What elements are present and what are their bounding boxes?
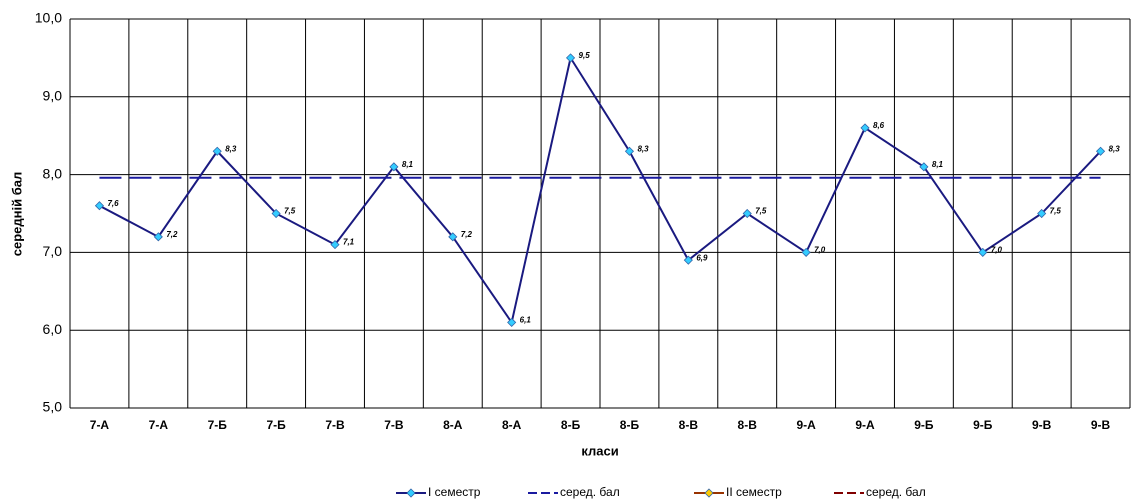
value-label: 8,3 xyxy=(637,144,649,153)
data-point xyxy=(565,53,576,63)
value-label: 9,5 xyxy=(579,51,591,60)
x-tick-label: 9-В xyxy=(1091,418,1111,432)
x-tick-label: 7-В xyxy=(384,418,404,432)
data-point xyxy=(624,146,635,156)
value-label: 7,2 xyxy=(461,230,473,239)
x-tick-label: 9-Б xyxy=(914,418,934,432)
value-label: 8,1 xyxy=(402,160,414,169)
legend-marker xyxy=(704,488,714,498)
x-tick-label: 9-А xyxy=(855,418,875,432)
data-point xyxy=(507,317,517,327)
value-label: 6,9 xyxy=(696,253,708,262)
y-tick-label: 7,0 xyxy=(43,243,63,259)
y-tick-label: 10,0 xyxy=(35,10,62,26)
value-label: 7,6 xyxy=(107,199,119,208)
x-tick-label: 8-В xyxy=(679,418,699,432)
x-tick-label: 8-В xyxy=(738,418,758,432)
x-tick-label: 8-Б xyxy=(620,418,640,432)
y-tick-label: 6,0 xyxy=(43,321,63,337)
y-tick-label: 9,0 xyxy=(43,88,63,104)
x-tick-label: 7-Б xyxy=(208,418,228,432)
value-label: 7,2 xyxy=(166,230,178,239)
y-tick-label: 5,0 xyxy=(43,399,63,415)
value-label: 8,1 xyxy=(932,160,944,169)
value-label: 7,0 xyxy=(991,246,1003,255)
value-label: 6,1 xyxy=(520,316,532,325)
x-tick-label: 7-Б xyxy=(266,418,286,432)
data-point xyxy=(212,146,222,156)
data-point xyxy=(448,232,458,242)
data-point xyxy=(153,232,163,242)
y-tick-label: 8,0 xyxy=(43,165,63,181)
data-point xyxy=(1037,208,1047,219)
data-point xyxy=(978,247,988,257)
data-point xyxy=(389,162,399,172)
legend-label: II семестр xyxy=(726,485,782,499)
x-tick-label: 9-Б xyxy=(973,418,993,432)
data-point xyxy=(683,255,693,265)
x-tick-label: 7-В xyxy=(325,418,345,432)
data-point xyxy=(330,240,340,250)
legend-marker xyxy=(406,488,416,498)
series-line xyxy=(98,55,1102,325)
value-label: 7,5 xyxy=(755,207,767,216)
y-axis-label: середній бал xyxy=(9,172,24,256)
x-tick-label: 8-А xyxy=(443,418,463,432)
x-tick-label: 7-А xyxy=(90,418,110,432)
data-point xyxy=(742,208,752,219)
x-axis-label: класи xyxy=(581,443,618,458)
x-tick-label: 9-А xyxy=(796,418,816,432)
legend-label: серед. бал xyxy=(866,485,926,499)
x-tick-label: 7-А xyxy=(149,418,169,432)
data-point xyxy=(860,123,870,133)
x-tick-label: 8-Б xyxy=(561,418,581,432)
value-label: 8,3 xyxy=(1109,144,1121,153)
data-point xyxy=(919,162,929,172)
value-label: 7,5 xyxy=(1050,207,1062,216)
legend-label: серед. бал xyxy=(560,485,620,499)
value-label: 8,6 xyxy=(873,121,885,130)
data-point xyxy=(1095,146,1106,156)
data-point xyxy=(801,247,811,257)
data-point xyxy=(271,208,281,219)
value-label: 8,3 xyxy=(225,144,237,153)
data-point xyxy=(94,201,105,211)
x-tick-label: 8-А xyxy=(502,418,522,432)
value-label: 7,0 xyxy=(814,246,826,255)
value-label: 7,5 xyxy=(284,207,296,216)
value-label: 7,1 xyxy=(343,238,355,247)
legend-label: I семестр xyxy=(428,485,481,499)
x-tick-label: 9-В xyxy=(1032,418,1052,432)
